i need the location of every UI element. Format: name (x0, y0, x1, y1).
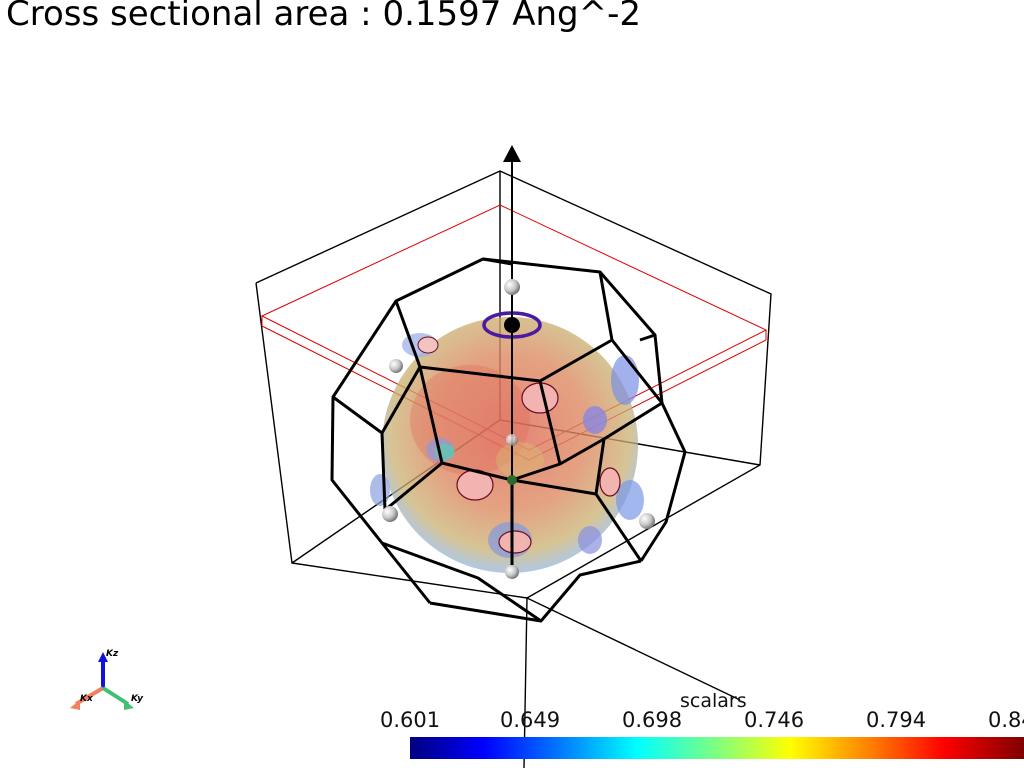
colorbar-tick: 0.649 (500, 708, 561, 732)
ky-axis-label: Ky (131, 694, 144, 704)
colorbar-title: scalars (680, 690, 747, 712)
kx-axis-label: Kx (80, 694, 94, 704)
colorbar-tick: 0.84 (988, 708, 1024, 732)
orientation-axes-widget: Kz Kx Ky (70, 649, 144, 710)
kz-axis-label: Kz (106, 649, 119, 659)
colorbar-tick: 0.746 (744, 708, 805, 732)
colorbar-tick: 0.698 (622, 708, 683, 732)
scalar-colorbar (410, 737, 1024, 759)
cross-section-title: Cross sectional area : 0.1597 Ang^-2 (6, 0, 641, 34)
colorbar-tick: 0.794 (866, 708, 927, 732)
brillouin-zone (330, 257, 687, 623)
high-symmetry-points (382, 279, 655, 579)
colorbar-tick: 0.601 (380, 708, 441, 732)
